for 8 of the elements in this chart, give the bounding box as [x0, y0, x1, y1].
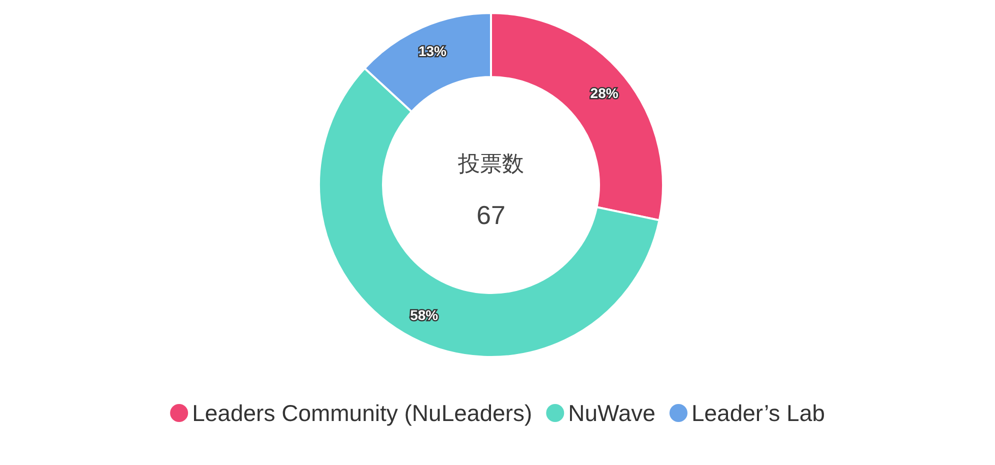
- data-label: 28%: [590, 84, 619, 101]
- legend-label: NuWave: [568, 400, 656, 426]
- text: 投票数: [457, 151, 524, 176]
- legend-label: Leaders Community (NuLeaders): [192, 400, 532, 426]
- data-label: 58%: [410, 306, 439, 323]
- data-label: 13%: [418, 43, 448, 60]
- legend-label: Leader’s Lab: [691, 400, 825, 426]
- text: 67: [476, 200, 506, 230]
